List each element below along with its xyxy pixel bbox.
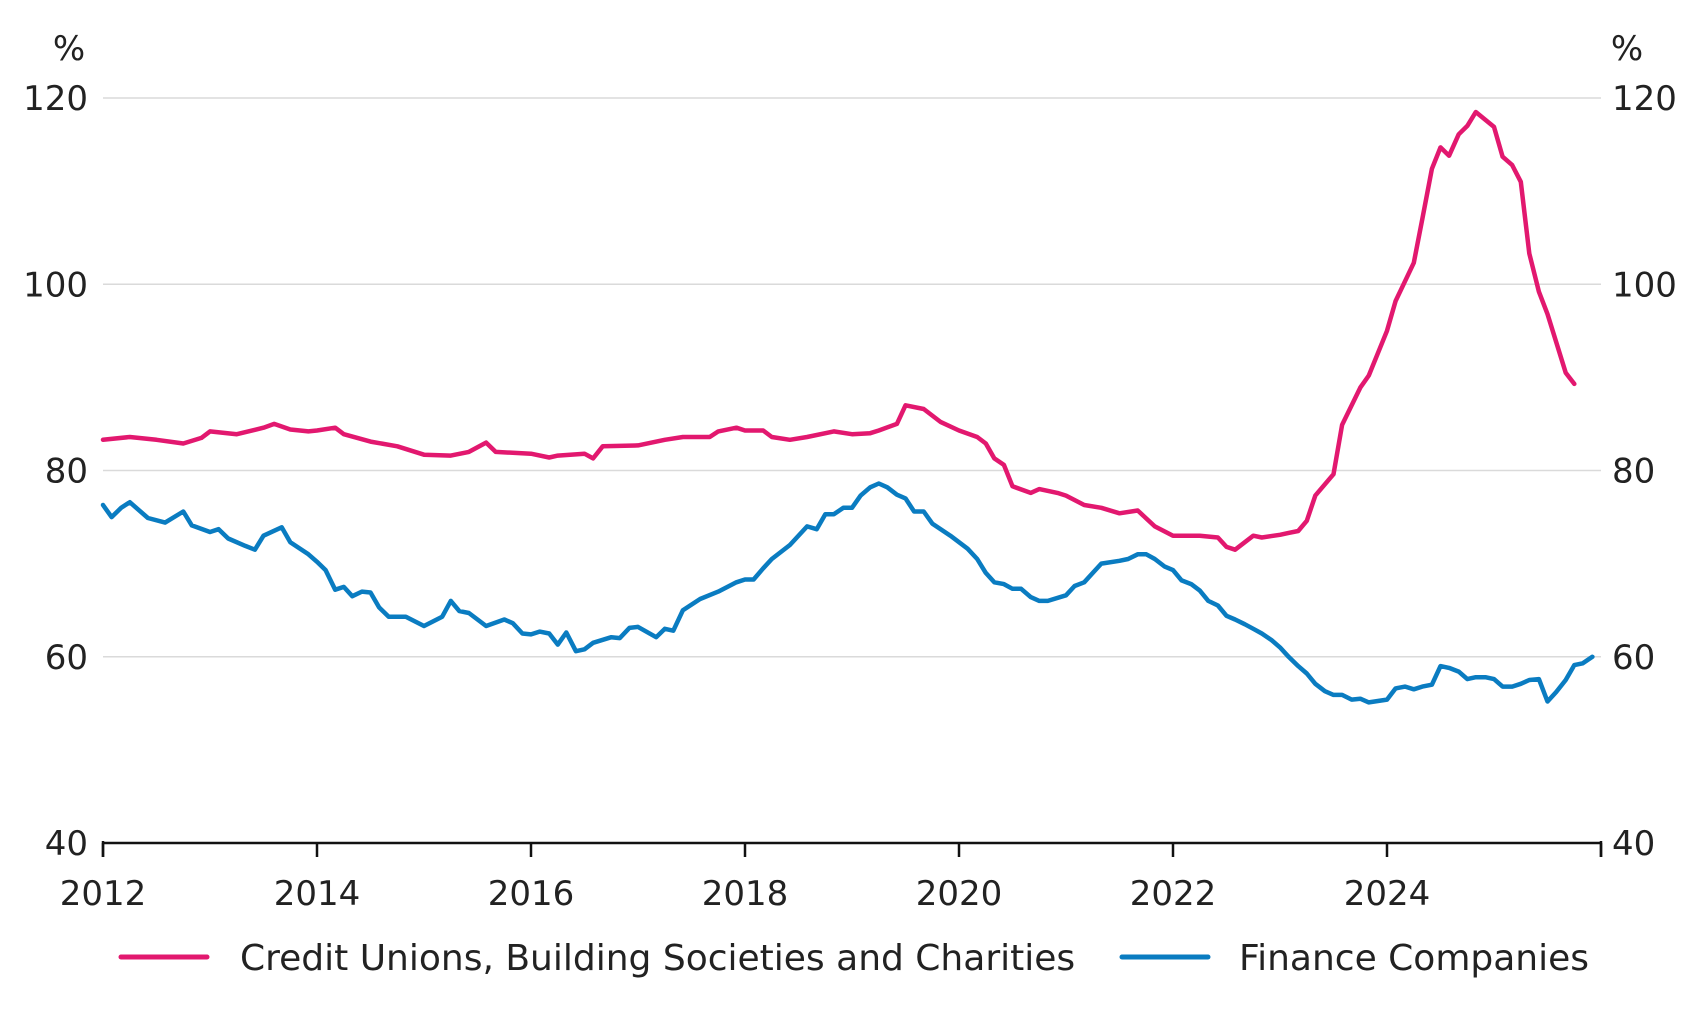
x-tick-label: 2012 [60, 874, 147, 914]
y-tick-label-left: 60 [45, 638, 88, 678]
y-tick-label-left: 100 [23, 265, 88, 305]
y-tick-label-right: 100 [1612, 265, 1677, 305]
y-unit-label-left: % [53, 29, 85, 69]
x-tick-label: 2020 [916, 874, 1003, 914]
series-line-credit-unions [100, 109, 1577, 552]
x-tick-label: 2016 [488, 874, 575, 914]
y-tick-label-left: 120 [23, 79, 88, 119]
x-tick-label: 2024 [1344, 874, 1431, 914]
y-tick-label-left: 80 [45, 452, 88, 492]
series-line-finance-companies [100, 481, 1595, 705]
gridlines [103, 97, 1601, 658]
y-tick-label-left: 40 [45, 824, 88, 864]
y-unit-label-right: % [1611, 29, 1643, 69]
y-tick-label-right: 120 [1612, 79, 1677, 119]
x-tick-label: 2014 [274, 874, 361, 914]
y-tick-label-right: 80 [1612, 452, 1655, 492]
x-tick-label: 2018 [702, 874, 789, 914]
legend-label: Credit Unions, Building Societies and Ch… [240, 938, 1075, 979]
series-lines [100, 109, 1595, 705]
x-tick-label: 2022 [1130, 874, 1217, 914]
y-tick-label-right: 40 [1612, 824, 1655, 864]
legend: Credit Unions, Building Societies and Ch… [118, 938, 1589, 979]
axes: 40 40 60 60 80 80 100 100 120 120% % 2012 2014 2016 20… [23, 29, 1677, 914]
legend-label: Finance Companies [1239, 938, 1589, 979]
y-tick-label-right: 60 [1612, 638, 1655, 678]
